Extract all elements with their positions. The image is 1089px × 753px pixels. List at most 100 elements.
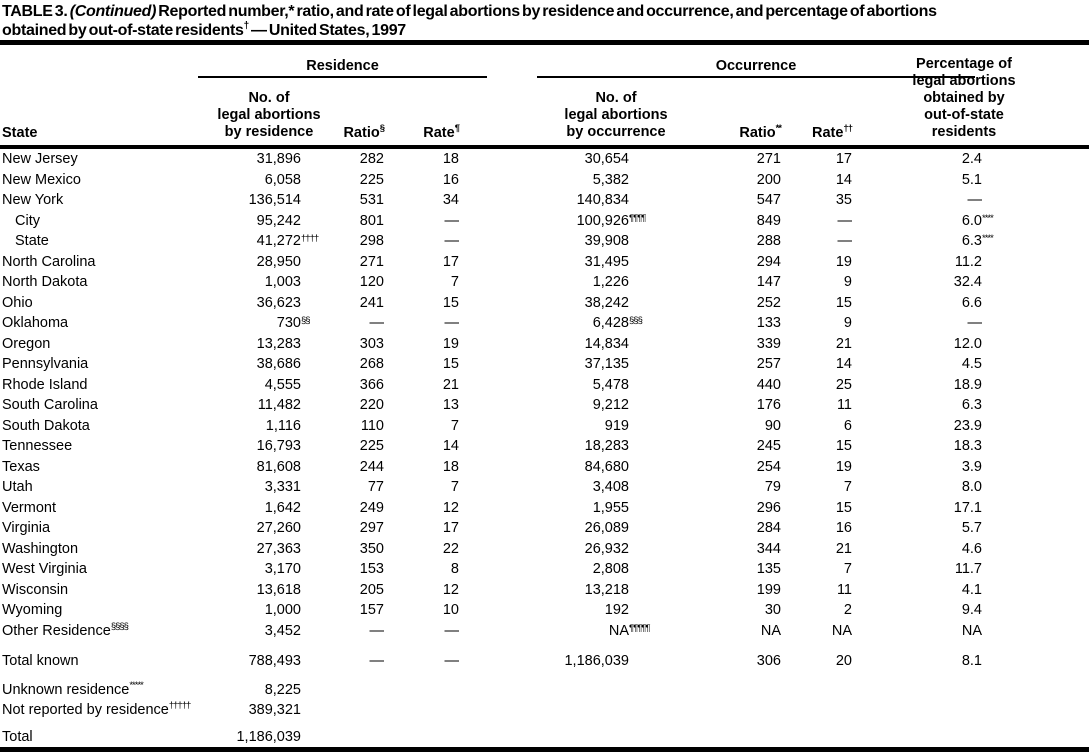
cell-percentage: 3.9 — [852, 457, 1089, 478]
cell-occ-number: 84,680 — [529, 457, 629, 478]
occ-number-value: 39,908 — [584, 233, 629, 249]
cell-occ-ratio: 547 — [756, 192, 781, 208]
cell-occ-rate — [781, 700, 852, 721]
cell-occ-number: 31,495 — [529, 252, 629, 273]
group-header-occurrence: Occurrence — [537, 58, 975, 78]
cell-res-number: 1,000 — [178, 600, 301, 621]
cell-occ-rate: 25 — [835, 376, 852, 393]
cell-percentage: 23.9 — [852, 416, 1089, 437]
state-label: Oregon — [2, 335, 51, 352]
cell-res-rate: 22 — [442, 540, 459, 557]
cell-res-number: 3,452 — [178, 621, 301, 642]
cell-percentage: 5.1 — [852, 170, 1089, 191]
cell-occ-rate: 35 — [835, 192, 852, 208]
cell-res-number: 27,260 — [178, 518, 301, 539]
cell-res-rate: 18 — [442, 458, 459, 475]
cell-occ-number: 919 — [529, 416, 629, 437]
table-row: New York 136,514 531 34 140,834 547 35 — — [0, 190, 1089, 211]
occ-number-value: 18,283 — [584, 438, 629, 454]
table-row: West Virginia 3,170 153 8 2,808 135 7 11… — [0, 559, 1089, 580]
cell-occ-rate: NA — [831, 622, 852, 639]
percentage-value: 5.7 — [961, 520, 982, 536]
cell-percentage: — — [852, 190, 1089, 211]
cell-res-rate: 7 — [450, 479, 459, 495]
cell-gap — [459, 498, 529, 519]
occ-ratio-footnote-mark: ** — [775, 123, 782, 135]
cell-percentage: 11.7 — [852, 559, 1089, 580]
top-rule — [0, 40, 1089, 45]
cell-state: South Carolina — [0, 395, 178, 416]
cell-state: South Dakota — [0, 416, 178, 437]
cell-res-rate: — — [444, 315, 460, 331]
state-label: South Carolina — [2, 397, 98, 413]
cell-percentage: 6.6 — [852, 293, 1089, 314]
res-number-value: 4,555 — [264, 376, 301, 393]
cell-res-ratio — [301, 727, 384, 748]
cell-res-rate: 13 — [442, 397, 459, 413]
cell-occ-number: 5,478 — [529, 375, 629, 396]
cell-occ-rate: 17 — [835, 151, 852, 167]
occ-number-value: 2,808 — [592, 561, 629, 577]
cell-percentage: — — [852, 313, 1089, 334]
cell-occ-rate: 7 — [843, 479, 852, 495]
cell-state: Not reported by residence††††† — [0, 700, 191, 721]
cell-occ-number: 1,186,039 — [529, 651, 629, 672]
cell-res-ratio: 801 — [359, 212, 384, 229]
cell-res-ratio: 298 — [359, 233, 384, 249]
cell-res-ratio: — — [369, 315, 385, 331]
cell-res-number: 95,242 — [178, 211, 301, 232]
table-row: Wyoming 1,000 157 10 192 30 2 9.4 — [0, 600, 1089, 621]
cell-res-number: 1,186,039 — [178, 727, 301, 748]
cell-res-rate: 21 — [442, 376, 459, 393]
col-header-state: State — [2, 125, 38, 141]
cell-gap — [459, 518, 529, 539]
cell-res-number: 27,363 — [178, 539, 301, 560]
cell-percentage: 32.4 — [852, 272, 1089, 293]
cell-res-rate: 17 — [442, 520, 459, 536]
table-row: Washington 27,363 350 22 26,932 344 21 4… — [0, 539, 1089, 560]
header-rule — [0, 145, 1089, 149]
table-row: South Carolina 11,482 220 13 9,212 176 1… — [0, 395, 1089, 416]
cell-percentage: 4.6 — [852, 539, 1089, 560]
cell-percentage: 9.4 — [852, 600, 1089, 621]
cell-gap — [459, 727, 529, 748]
cell-occ-number: 13,218 — [529, 580, 629, 601]
cell-state: New York — [0, 190, 178, 211]
cell-res-rate: 12 — [442, 581, 459, 598]
cell-res-number: 11,482 — [178, 395, 301, 416]
cell-res-ratio: 282 — [359, 151, 384, 167]
percentage-value: 6.3 — [961, 233, 982, 249]
state-footnote-mark: ***** — [129, 679, 143, 691]
cell-res-number: 3,170 — [178, 559, 301, 580]
state-label: Other Residence — [2, 622, 111, 639]
cell-state: Unknown residence***** — [0, 680, 178, 701]
cell-occ-number: 38,242 — [529, 293, 629, 314]
table-row: South Dakota 1,116 110 7 919 90 6 23.9 — [0, 416, 1089, 437]
cell-res-ratio: 205 — [359, 581, 384, 598]
state-label: State — [15, 233, 49, 249]
cell-res-ratio: 110 — [360, 417, 384, 434]
res-number-value: 788,493 — [248, 653, 301, 669]
cell-state: Washington — [0, 539, 178, 560]
cell-occ-ratio: 288 — [756, 233, 781, 249]
cell-occ-ratio: 440 — [756, 376, 781, 393]
cell-gap — [459, 231, 529, 252]
cell-occ-ratio: 90 — [764, 417, 781, 434]
table-row: Ohio 36,623 241 15 38,242 252 15 6.6 — [0, 293, 1089, 314]
cell-percentage: 17.1 — [852, 498, 1089, 519]
occ-number-value: 140,834 — [576, 192, 629, 208]
cell-occ-ratio: 849 — [756, 212, 781, 229]
cell-occ-ratio: 294 — [756, 253, 781, 270]
cell-state: Wisconsin — [0, 580, 178, 601]
table-row: Pennsylvania 38,686 268 15 37,135 257 14… — [0, 354, 1089, 375]
cell-occ-ratio: 306 — [756, 653, 781, 669]
res-number-value: 13,283 — [256, 335, 301, 352]
cell-occ-ratio: 271 — [756, 151, 781, 167]
state-label: Vermont — [2, 499, 56, 516]
percentage-value: 32.4 — [953, 274, 982, 290]
res-number-value: 38,686 — [256, 356, 301, 372]
state-label: South Dakota — [2, 417, 90, 434]
cell-res-rate: 10 — [442, 602, 459, 618]
cell-state: Rhode Island — [0, 375, 178, 396]
percentage-value: 9.4 — [961, 602, 982, 618]
